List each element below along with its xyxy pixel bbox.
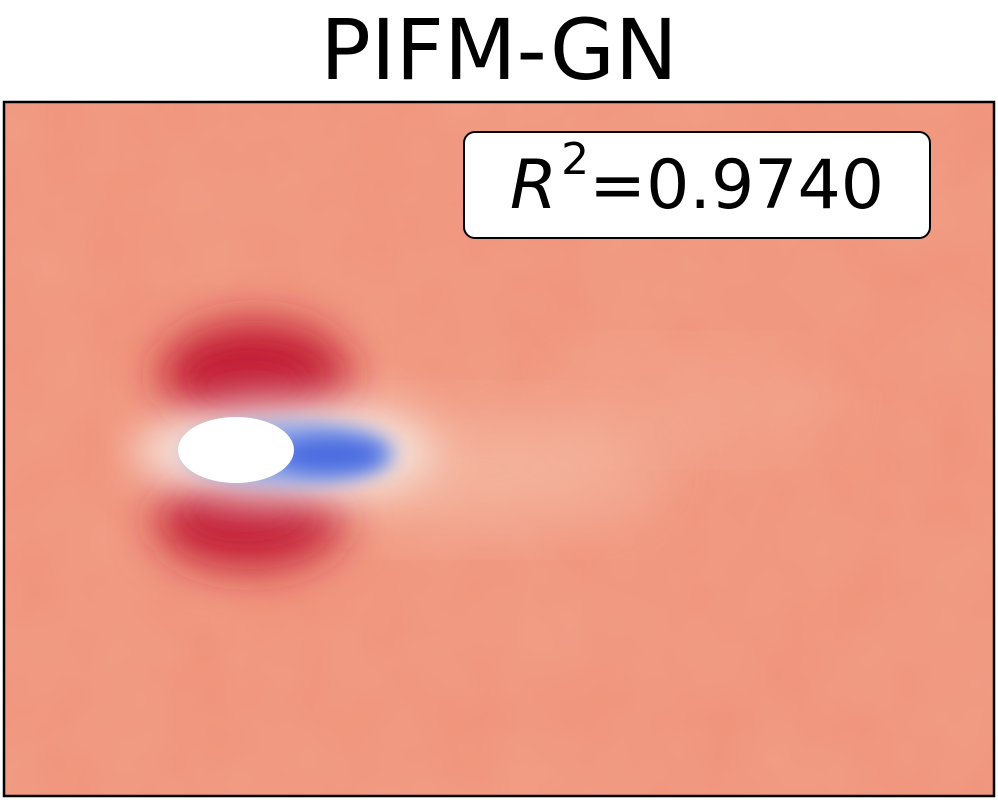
- r2-symbol: R: [509, 145, 558, 225]
- r2-equals: =: [589, 145, 647, 225]
- low-core: [275, 437, 385, 473]
- chart-title: PIFM-GN: [320, 1, 678, 99]
- plot-frame: [2, 100, 996, 798]
- wake-light-far: [560, 365, 840, 435]
- r2-annotation-box: R 2 = 0.9740: [463, 131, 931, 239]
- obstacle-ellipse: [178, 417, 294, 483]
- r2-exponent: 2: [561, 133, 590, 185]
- r2-value: 0.9740: [646, 145, 885, 225]
- high-core-upper: [195, 360, 305, 410]
